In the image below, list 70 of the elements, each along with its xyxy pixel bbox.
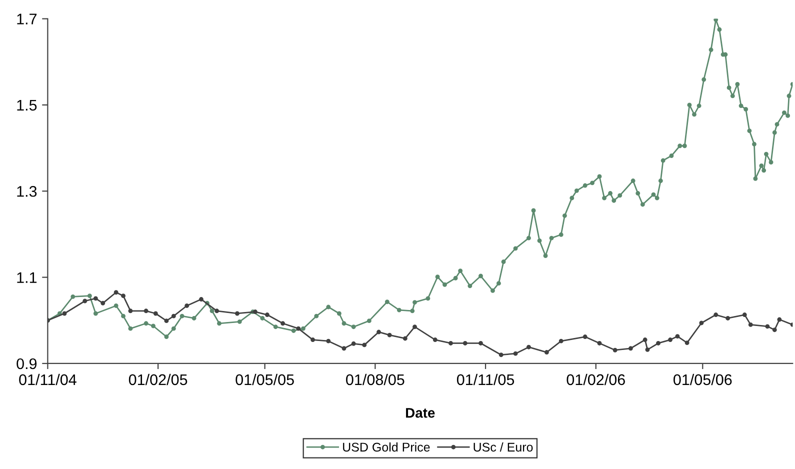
- point: [765, 324, 770, 329]
- point: [82, 298, 88, 304]
- point: [498, 352, 504, 358]
- point: [376, 330, 381, 334]
- point: [351, 341, 356, 346]
- point: [526, 344, 531, 350]
- point: [62, 311, 67, 316]
- y-tick-label: 0.9: [16, 358, 37, 370]
- point: [164, 318, 169, 324]
- point: [280, 321, 286, 326]
- point: [144, 308, 148, 314]
- point: [772, 328, 777, 332]
- x-tick-label: 01/02/06: [566, 374, 625, 386]
- point: [310, 338, 316, 342]
- y-tick-label: 1.5: [17, 100, 37, 111]
- point: [342, 346, 346, 351]
- point: [597, 341, 602, 346]
- point: [362, 342, 367, 348]
- point: [432, 338, 438, 342]
- point: [387, 332, 392, 338]
- point: [714, 312, 718, 318]
- point: [264, 312, 270, 318]
- point: [656, 341, 660, 346]
- point: [93, 296, 98, 301]
- point: [100, 300, 106, 306]
- point: [235, 311, 240, 316]
- point: [114, 290, 118, 295]
- point: [582, 334, 588, 339]
- x-tick-label: 01/02/05: [128, 374, 188, 386]
- point: [296, 326, 301, 331]
- point: [326, 338, 331, 344]
- point: [684, 340, 690, 346]
- x-tick-label: 01/11/04: [19, 374, 76, 386]
- point: [645, 347, 650, 352]
- point: [748, 322, 753, 327]
- point: [742, 312, 747, 318]
- point: [462, 341, 468, 346]
- point: [184, 304, 190, 308]
- point: [253, 310, 258, 314]
- point: [699, 320, 704, 326]
- y-tick-label: 1.7: [17, 14, 37, 24]
- y-tick-label: 1.1: [17, 272, 37, 283]
- point: [777, 317, 782, 322]
- point: [153, 311, 158, 316]
- point: [642, 338, 648, 342]
- point: [199, 297, 204, 302]
- x-tick-label: 01/05/06: [674, 374, 732, 386]
- point: [171, 314, 176, 318]
- point: [412, 324, 417, 330]
- x-tick-label: 01/08/05: [346, 374, 404, 386]
- point: [402, 336, 408, 341]
- point: [612, 348, 618, 352]
- point: [675, 334, 680, 339]
- x-axis-title: Date: [406, 408, 435, 418]
- legend-label: USc / Euro: [474, 442, 533, 452]
- point: [668, 338, 672, 342]
- point: [214, 308, 220, 314]
- point: [544, 350, 549, 354]
- point: [478, 341, 483, 346]
- point: [558, 338, 564, 344]
- point: [628, 346, 633, 351]
- point: [128, 308, 133, 314]
- x-tick-label: 01/11/05: [456, 374, 514, 386]
- legend-label: USD Gold Price: [343, 442, 430, 452]
- point: [121, 294, 126, 298]
- point: [513, 351, 518, 356]
- point: [726, 316, 730, 320]
- point: [448, 341, 453, 346]
- x-tick-label: 01/05/05: [236, 374, 294, 386]
- y-tick-label: 1.3: [17, 186, 37, 197]
